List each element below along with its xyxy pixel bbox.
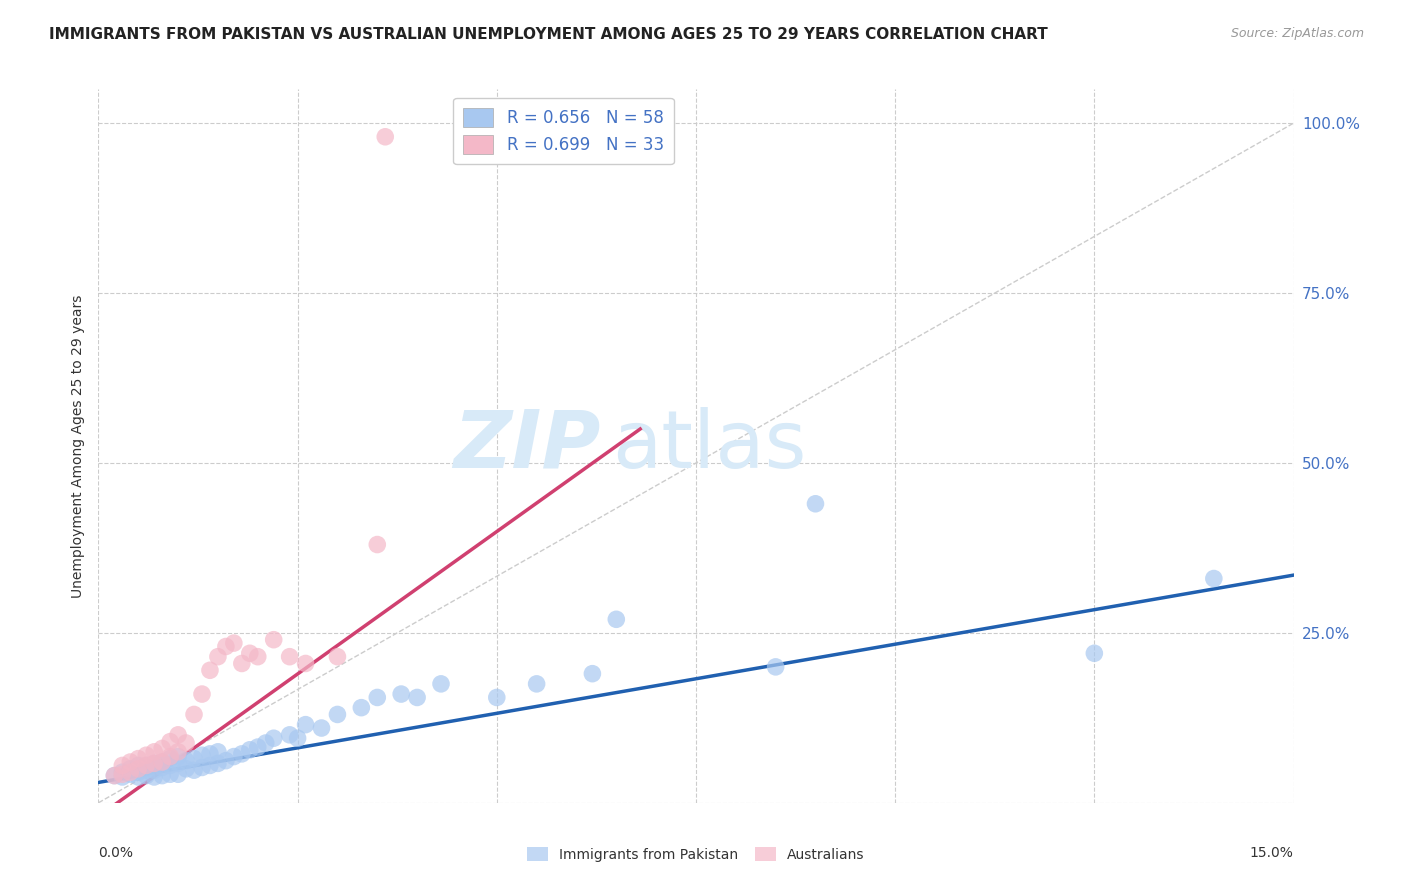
Point [111, 765, 134, 780]
Point [135, 758, 157, 772]
Point [143, 745, 166, 759]
Point [135, 763, 157, 777]
Text: Source: ZipAtlas.com: Source: ZipAtlas.com [1230, 27, 1364, 40]
Point [174, 754, 197, 768]
Point [143, 770, 166, 784]
Point [167, 767, 190, 781]
Point [103, 769, 125, 783]
Point [159, 751, 181, 765]
Point [605, 612, 627, 626]
Point [294, 717, 316, 731]
Point [246, 649, 269, 664]
Point [239, 646, 262, 660]
Point [526, 677, 548, 691]
Point [167, 745, 190, 759]
Point [263, 731, 285, 746]
Point [430, 677, 453, 691]
Y-axis label: Unemployment Among Ages 25 to 29 years: Unemployment Among Ages 25 to 29 years [72, 294, 86, 598]
Point [215, 754, 238, 768]
Point [406, 690, 429, 705]
Text: 0.0%: 0.0% [98, 846, 134, 860]
Point [765, 660, 787, 674]
Point [1202, 572, 1225, 586]
Point [239, 743, 262, 757]
Point [183, 751, 205, 765]
Point [103, 769, 125, 783]
Point [159, 758, 181, 772]
Point [159, 767, 181, 781]
Point [167, 728, 190, 742]
Point [135, 758, 157, 772]
Point [222, 749, 245, 764]
Point [374, 129, 396, 144]
Point [231, 747, 253, 761]
Point [127, 770, 149, 784]
Point [167, 756, 190, 771]
Point [326, 707, 349, 722]
Point [143, 756, 166, 771]
Point [159, 734, 181, 748]
Text: atlas: atlas [613, 407, 807, 485]
Point [198, 747, 221, 761]
Point [326, 649, 349, 664]
Point [263, 632, 285, 647]
Point [174, 762, 197, 776]
Point [222, 636, 245, 650]
Point [111, 758, 134, 772]
Point [485, 690, 508, 705]
Point [1083, 646, 1105, 660]
Point [150, 741, 173, 756]
Point [135, 748, 157, 763]
Point [174, 736, 197, 750]
Point [167, 749, 190, 764]
Point [120, 767, 142, 781]
Point [183, 707, 205, 722]
Point [287, 731, 309, 746]
Point [215, 640, 238, 654]
Point [350, 700, 373, 714]
Point [246, 740, 269, 755]
Text: 15.0%: 15.0% [1250, 846, 1294, 860]
Point [207, 745, 229, 759]
Text: ZIP: ZIP [453, 407, 600, 485]
Point [159, 749, 181, 764]
Point [150, 769, 173, 783]
Point [150, 755, 173, 769]
Point [278, 728, 301, 742]
Point [127, 751, 149, 765]
Point [804, 497, 827, 511]
Point [150, 755, 173, 769]
Point [120, 762, 142, 776]
Point [198, 758, 221, 772]
Legend: Immigrants from Pakistan, Australians: Immigrants from Pakistan, Australians [522, 841, 870, 867]
Point [389, 687, 412, 701]
Text: IMMIGRANTS FROM PAKISTAN VS AUSTRALIAN UNEMPLOYMENT AMONG AGES 25 TO 29 YEARS CO: IMMIGRANTS FROM PAKISTAN VS AUSTRALIAN U… [49, 27, 1047, 42]
Point [127, 765, 149, 780]
Point [150, 760, 173, 774]
Point [191, 748, 214, 763]
Point [207, 649, 229, 664]
Point [120, 755, 142, 769]
Point [254, 736, 277, 750]
Point [135, 769, 157, 783]
Point [120, 765, 142, 780]
Point [581, 666, 603, 681]
Point [294, 657, 316, 671]
Point [127, 762, 149, 776]
Point [183, 763, 205, 777]
Point [191, 760, 214, 774]
Point [207, 756, 229, 771]
Point [198, 663, 221, 677]
Point [111, 770, 134, 784]
Point [143, 756, 166, 771]
Point [311, 721, 333, 735]
Point [143, 763, 166, 777]
Point [366, 537, 388, 551]
Point [366, 690, 388, 705]
Point [231, 657, 253, 671]
Point [278, 649, 301, 664]
Point [127, 758, 149, 772]
Point [111, 767, 134, 781]
Point [191, 687, 214, 701]
